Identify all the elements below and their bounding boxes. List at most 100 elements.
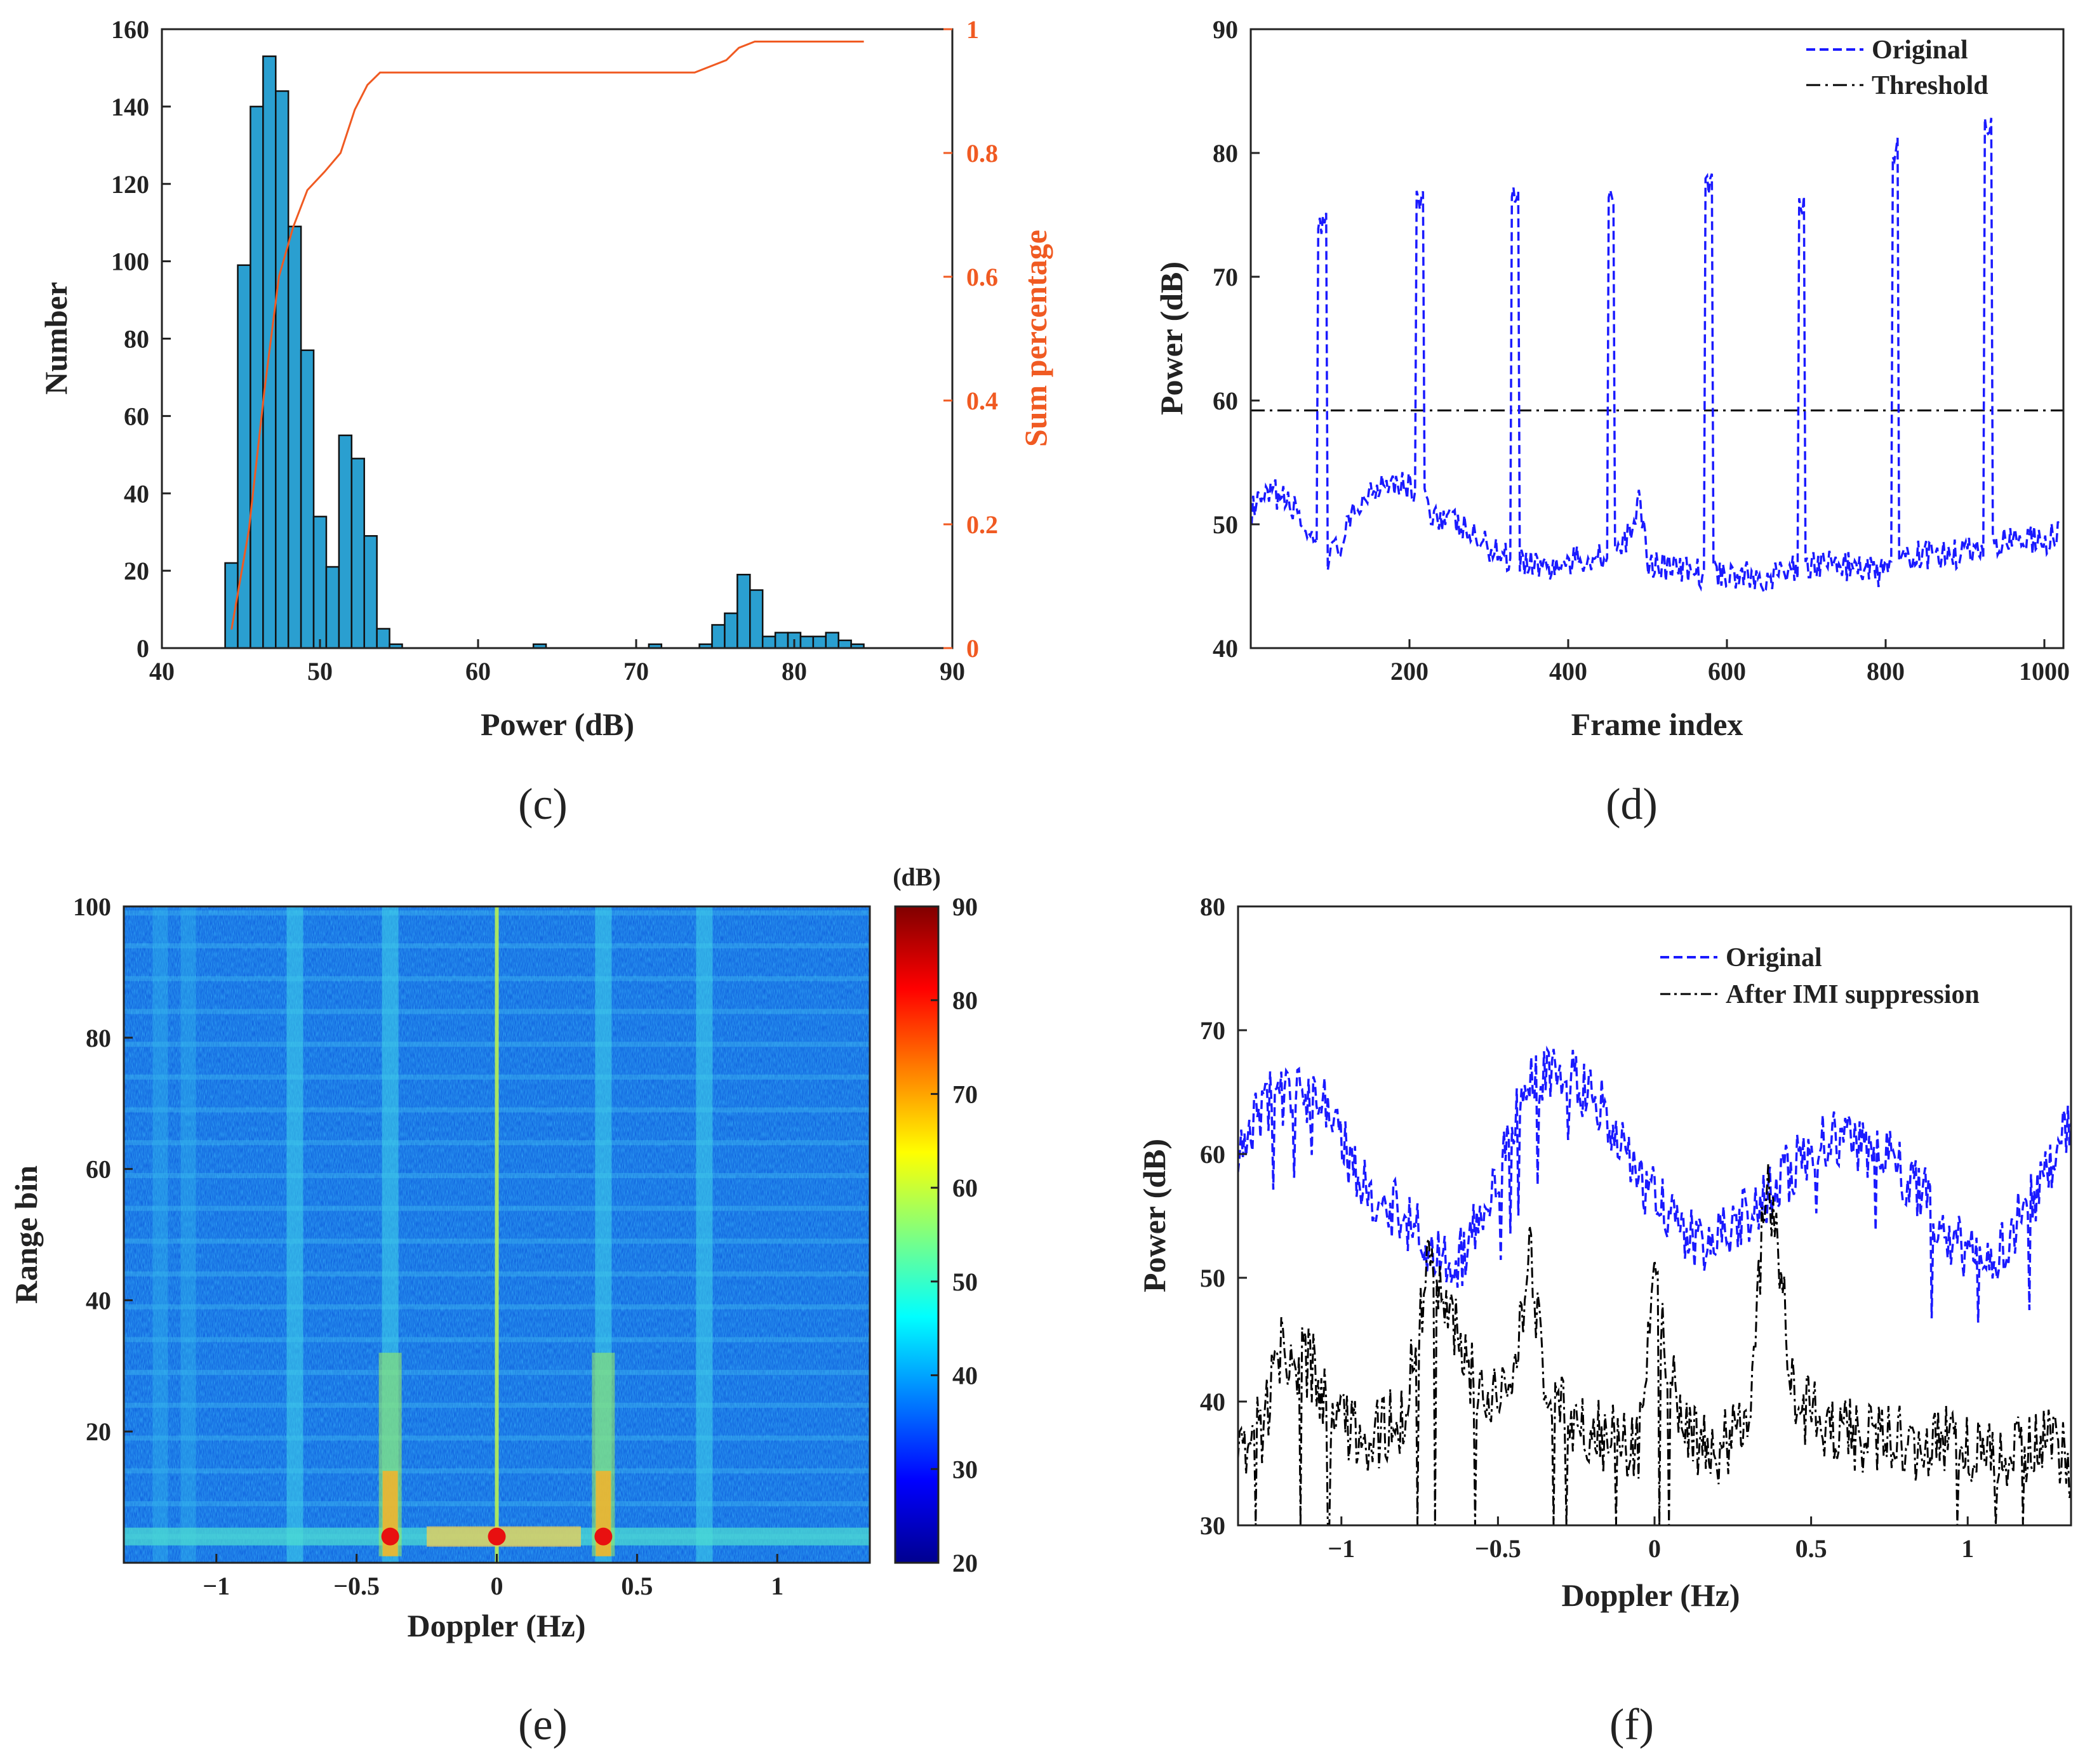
c-ylabel-right: Sum percentage <box>1018 230 1053 447</box>
c-x-tick-label: 80 <box>782 657 807 686</box>
e-doppler-stripe <box>180 906 196 1563</box>
c-histogram-bar <box>837 639 852 649</box>
d-x-tick-label: 400 <box>1549 657 1587 686</box>
c-histogram-bar <box>338 434 353 649</box>
f-x-tick-label: −1 <box>1328 1534 1355 1563</box>
e-cbar-tick-label: 60 <box>952 1174 978 1202</box>
e-colorbar <box>894 905 940 1564</box>
d-panel-label: (d) <box>1606 780 1658 829</box>
f-y-tick-label: 30 <box>1200 1511 1225 1540</box>
d-legend: Original Threshold <box>1806 36 1988 100</box>
c-x-tick-label: 60 <box>465 657 491 686</box>
d-y-tick-label: 40 <box>1213 634 1238 663</box>
f-after-imi-line <box>1238 1163 2071 1525</box>
f-ylabel: Power (dB) <box>1136 1139 1172 1292</box>
e-doppler-stripe <box>495 906 499 1563</box>
c-y-tick-label: 0 <box>137 634 149 663</box>
c-histogram-bar <box>300 349 315 649</box>
c-y-ticks: 0 20 40 60 80 100 120 140 160 <box>111 15 171 663</box>
f-x-tick-label: 1 <box>1961 1534 1974 1563</box>
e-y-tick-label: 20 <box>86 1417 111 1446</box>
d-y-tick-label: 60 <box>1213 387 1238 415</box>
c-x-tick-label: 50 <box>307 657 333 686</box>
e-cbar-tick-label: 20 <box>952 1549 978 1577</box>
e-xlabel: Doppler (Hz) <box>408 1608 586 1643</box>
c-x-tick-label: 70 <box>623 657 649 686</box>
f-x-tick-label: 0 <box>1648 1534 1661 1563</box>
f-x-ticks: −1 −0.5 0 0.5 1 <box>1328 1516 1974 1563</box>
d-axes-box <box>1249 28 2065 649</box>
panel-c-histogram: 40 50 60 70 80 90 0 20 40 60 80 100 120 140 160 0 0.2 0… <box>38 15 1053 829</box>
c-histogram-bar <box>774 632 789 649</box>
c-y-tick-label: 80 <box>124 325 149 354</box>
e-heatmap-image <box>124 906 870 1563</box>
e-y-tick-label: 80 <box>86 1024 111 1052</box>
d-ylabel: Power (dB) <box>1154 262 1189 415</box>
c-histogram-bar <box>724 612 738 649</box>
d-x-tick-label: 1000 <box>2019 657 2070 686</box>
c-cumulative-line <box>230 41 864 630</box>
c-histogram-bar <box>250 105 264 649</box>
d-y-tick-label: 70 <box>1213 263 1238 291</box>
e-x-tick-label: 1 <box>771 1572 783 1600</box>
panel-f-doppler-power: −1 −0.5 0 0.5 1 30 40 50 60 70 80 Original After … <box>1136 892 2072 1749</box>
f-legend: Original After IMI suppression <box>1660 943 1980 1009</box>
f-x-tick-label: −0.5 <box>1475 1534 1521 1563</box>
c-histogram-bar <box>312 515 328 649</box>
e-doppler-stripe <box>286 906 303 1563</box>
panel-d-frame-power: 200 400 600 800 1000 40 50 60 70 80 90 Original T… <box>1154 15 2070 829</box>
c-y-tick-label: 40 <box>124 479 149 508</box>
c-x-tick-label: 40 <box>149 657 175 686</box>
e-x-tick-label: 0 <box>491 1572 503 1600</box>
c-histogram-bar <box>350 458 365 649</box>
c-y-tick-label: 160 <box>111 15 149 44</box>
f-x-tick-label: 0.5 <box>1795 1534 1827 1563</box>
c-histogram-bar <box>363 535 378 649</box>
e-cbar-tick-label: 70 <box>952 1080 978 1108</box>
f-y-tick-label: 80 <box>1200 892 1225 921</box>
e-cbar-tick-label: 30 <box>952 1455 978 1483</box>
d-x-ticks: 200 400 600 800 1000 <box>1390 639 2070 686</box>
c-yr-tick-label: 1 <box>966 15 979 44</box>
c-xlabel: Power (dB) <box>481 706 634 742</box>
c-panel-label: (c) <box>518 780 568 829</box>
c-histogram-bar <box>761 635 776 649</box>
d-y-tick-label: 50 <box>1213 510 1238 539</box>
c-yr-tick-label: 0 <box>966 634 979 663</box>
f-original-line <box>1238 1045 2071 1323</box>
e-x-ticks: −1 −0.5 0 0.5 1 <box>203 1554 783 1600</box>
e-colorbar-ticks: 20 30 40 50 60 70 80 90 <box>931 892 978 1577</box>
e-cbar-tick-label: 80 <box>952 986 978 1015</box>
f-y-tick-label: 50 <box>1200 1264 1225 1292</box>
c-histogram-bar <box>749 589 764 649</box>
c-histogram-bar <box>287 225 302 649</box>
e-peak-cell <box>381 1527 399 1546</box>
c-yr-tick-label: 0.4 <box>966 387 998 415</box>
c-ylabel: Number <box>38 282 74 395</box>
c-bars-group <box>224 55 865 649</box>
f-legend-after-label: After IMI suppression <box>1726 980 1980 1009</box>
d-y-tick-label: 90 <box>1213 15 1238 44</box>
f-panel-label: (f) <box>1609 1701 1654 1749</box>
e-y-tick-label: 40 <box>86 1286 111 1315</box>
c-histogram-bar <box>736 573 751 649</box>
e-cbar-tick-label: 90 <box>952 892 978 921</box>
c-y-tick-label: 120 <box>111 170 149 199</box>
f-y-tick-label: 40 <box>1200 1388 1225 1416</box>
f-y-tick-label: 70 <box>1200 1016 1225 1045</box>
c-x-ticks: 40 50 60 70 80 90 <box>149 639 965 686</box>
c-y-tick-label: 140 <box>111 93 149 121</box>
c-y-tick-label: 20 <box>124 557 149 585</box>
f-legend-original-label: Original <box>1726 943 1822 972</box>
c-x-tick-label: 90 <box>940 657 965 686</box>
d-original-line <box>1251 117 2061 595</box>
c-y-tick-label: 100 <box>111 248 149 276</box>
c-yr-tick-label: 0.2 <box>966 510 998 539</box>
e-doppler-stripe <box>696 906 713 1563</box>
e-y-tick-label: 60 <box>86 1155 111 1184</box>
e-ylabel: Range bin <box>8 1165 44 1304</box>
c-histogram-bar <box>275 90 290 649</box>
e-panel-label: (e) <box>518 1701 568 1749</box>
c-histogram-bar <box>237 264 251 649</box>
c-y-tick-label: 60 <box>124 402 149 430</box>
